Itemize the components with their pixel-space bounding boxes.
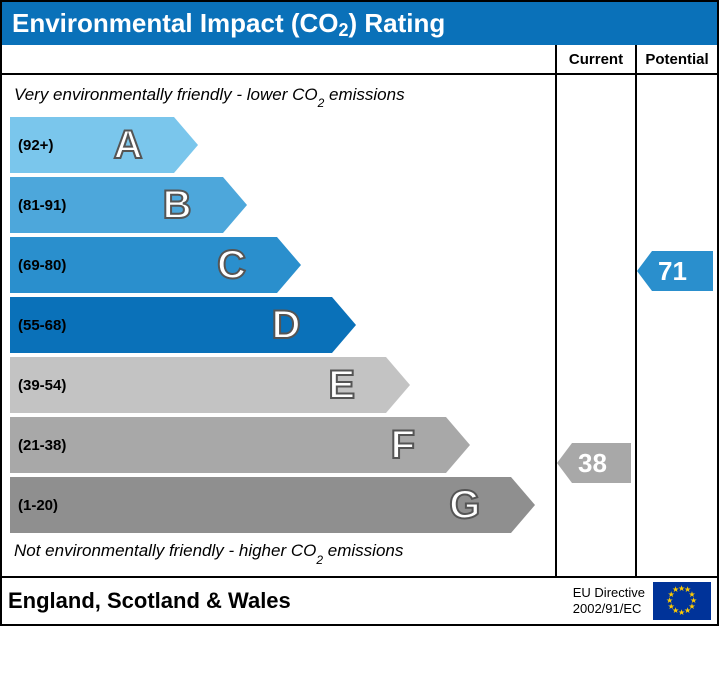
band-range: (81-91) [10, 197, 66, 214]
bands-header-spacer [2, 45, 557, 73]
title-prefix: Environmental Impact (CO [12, 8, 339, 38]
title-sub: 2 [339, 20, 349, 40]
band-d: (55-68) D [10, 297, 332, 353]
band-range: (92+) [10, 137, 53, 154]
band-letter: B [163, 183, 193, 228]
band-letter: G [449, 483, 481, 528]
footer-directive: EU Directive 2002/91/EC [573, 585, 645, 616]
bands-list: (92+) A (81-91) B (69-80) C (55-68) D (39-54) E (2… [10, 117, 555, 533]
current-pointer: 38 [572, 443, 631, 483]
chevron-right-icon [511, 477, 535, 533]
chevron-right-icon [446, 417, 470, 473]
caption-bottom: Not environmentally friendly - higher CO… [10, 537, 555, 569]
chevron-right-icon [223, 177, 247, 233]
band-range: (1-20) [10, 497, 58, 514]
potential-pointer: 71 [652, 251, 713, 291]
chevron-right-icon [277, 237, 301, 293]
band-g: (1-20) G [10, 477, 511, 533]
chart-title: Environmental Impact (CO2) Rating [0, 0, 719, 45]
chevron-right-icon [174, 117, 198, 173]
band-letter: E [328, 363, 356, 408]
band-letter: D [272, 303, 302, 348]
band-letter: F [391, 423, 416, 468]
chart-body: Very environmentally friendly - lower CO… [0, 75, 719, 578]
band-range: (39-54) [10, 377, 66, 394]
band-range: (55-68) [10, 317, 66, 334]
directive-line1: EU Directive [573, 585, 645, 601]
eu-star-icon: ★ [672, 585, 679, 594]
directive-line2: 2002/91/EC [573, 601, 645, 617]
caption-top: Very environmentally friendly - lower CO… [10, 81, 555, 113]
chevron-right-icon [386, 357, 410, 413]
rating-chart: Environmental Impact (CO2) Rating Curren… [0, 0, 719, 626]
band-letter: C [217, 243, 247, 288]
bands-column: Very environmentally friendly - lower CO… [2, 75, 557, 576]
band-c: (69-80) C [10, 237, 277, 293]
band-range: (69-80) [10, 257, 66, 274]
band-b: (81-91) B [10, 177, 223, 233]
current-header: Current [557, 45, 637, 73]
column-headers: Current Potential [0, 45, 719, 75]
band-e: (39-54) E [10, 357, 386, 413]
chevron-right-icon [332, 297, 356, 353]
title-suffix: ) Rating [349, 8, 446, 38]
eu-flag-icon: ★★★★★★★★★★★★ [653, 582, 711, 620]
pointer-value: 71 [658, 256, 687, 287]
band-letter: A [114, 123, 144, 168]
potential-header: Potential [637, 45, 717, 73]
potential-column: 71 [637, 75, 717, 576]
band-f: (21-38) F [10, 417, 446, 473]
current-column: 38 [557, 75, 637, 576]
pointer-arrow-icon [557, 443, 572, 483]
band-a: (92+) A [10, 117, 174, 173]
pointer-arrow-icon [637, 251, 652, 291]
footer-region: England, Scotland & Wales [8, 588, 573, 614]
pointer-value: 38 [578, 448, 607, 479]
chart-footer: England, Scotland & Wales EU Directive 2… [0, 578, 719, 626]
band-range: (21-38) [10, 437, 66, 454]
